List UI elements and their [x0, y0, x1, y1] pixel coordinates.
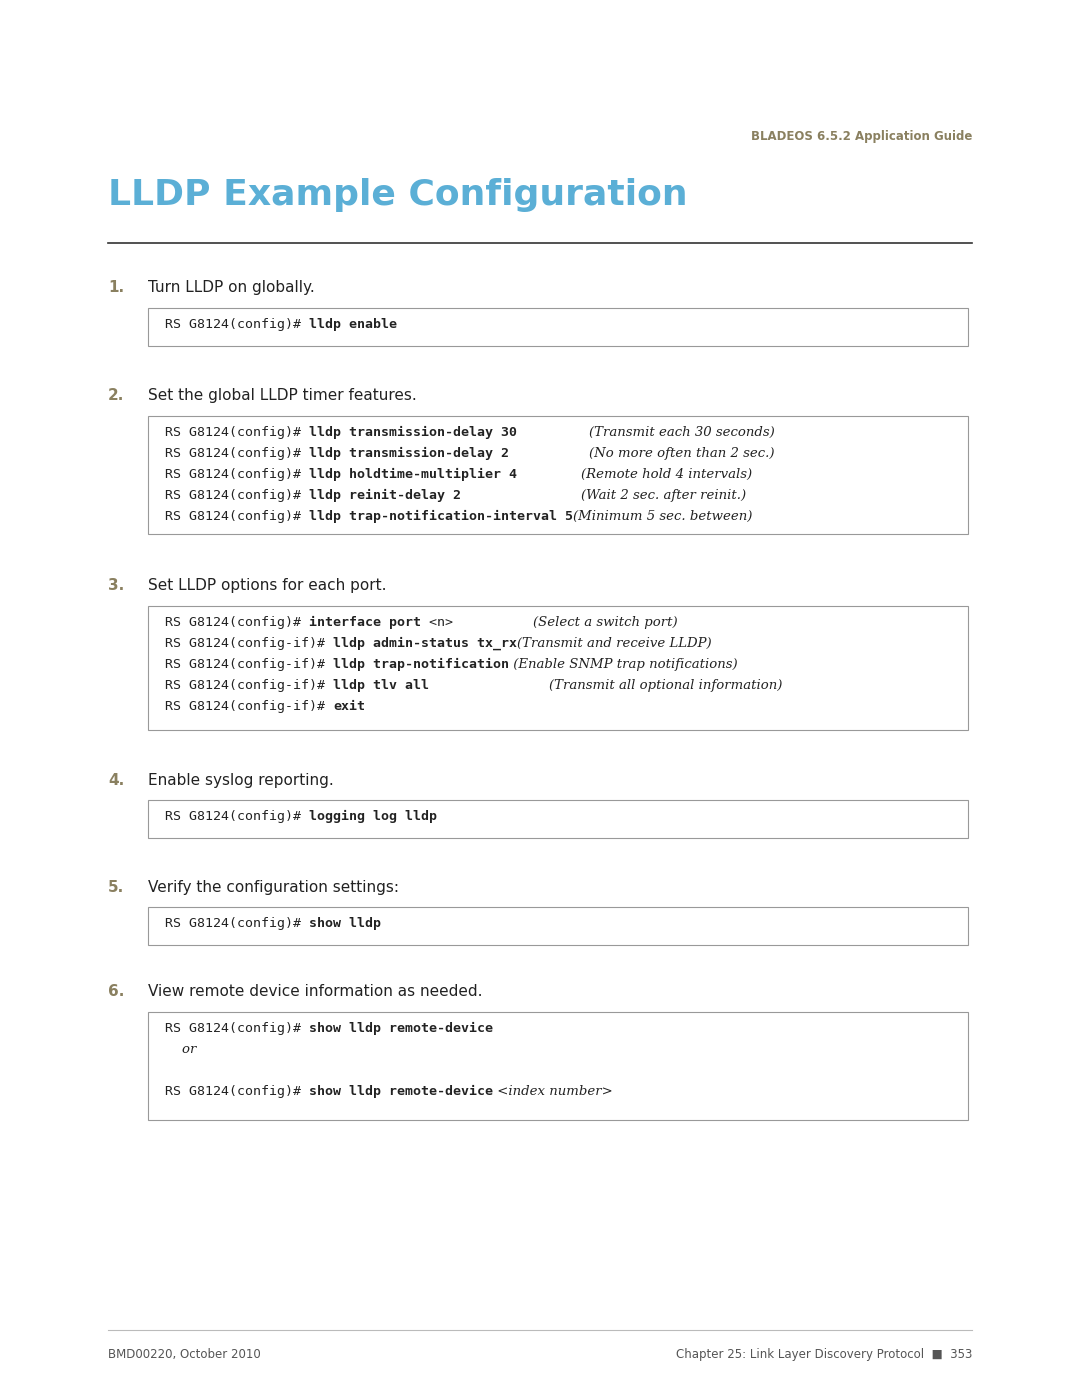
Text: View remote device information as needed.: View remote device information as needed… [148, 983, 483, 999]
Text: (No more often than 2 sec.): (No more often than 2 sec.) [589, 447, 774, 460]
Text: logging log lldp: logging log lldp [309, 810, 437, 823]
Text: lldp transmission-delay 2: lldp transmission-delay 2 [309, 447, 509, 460]
Text: Set LLDP options for each port.: Set LLDP options for each port. [148, 578, 387, 592]
FancyBboxPatch shape [148, 606, 968, 731]
Text: BLADEOS 6.5.2 Application Guide: BLADEOS 6.5.2 Application Guide [751, 130, 972, 142]
Text: Chapter 25: Link Layer Discovery Protocol  ■  353: Chapter 25: Link Layer Discovery Protoco… [676, 1348, 972, 1361]
Text: BMD00220, October 2010: BMD00220, October 2010 [108, 1348, 260, 1361]
Text: RS G8124(config)#: RS G8124(config)# [165, 510, 309, 522]
Text: or: or [165, 1044, 197, 1056]
Text: RS G8124(config-if)#: RS G8124(config-if)# [165, 700, 333, 712]
Text: show lldp remote-device: show lldp remote-device [309, 1085, 492, 1098]
Text: <index number>: <index number> [492, 1085, 612, 1098]
FancyBboxPatch shape [148, 907, 968, 944]
Text: RS G8124(config)#: RS G8124(config)# [165, 1085, 309, 1098]
Text: lldp reinit-delay 2: lldp reinit-delay 2 [309, 489, 461, 502]
Text: 6.: 6. [108, 983, 124, 999]
Text: RS G8124(config)#: RS G8124(config)# [165, 426, 309, 439]
Text: Enable syslog reporting.: Enable syslog reporting. [148, 773, 334, 788]
Text: 5.: 5. [108, 880, 124, 895]
Text: RS G8124(config)#: RS G8124(config)# [165, 810, 309, 823]
Text: RS G8124(config)#: RS G8124(config)# [165, 319, 309, 331]
Text: RS G8124(config)#: RS G8124(config)# [165, 447, 309, 460]
Text: RS G8124(config-if)#: RS G8124(config-if)# [165, 658, 333, 671]
Text: show lldp remote-device: show lldp remote-device [309, 1023, 492, 1035]
Text: (Select a switch port): (Select a switch port) [534, 616, 677, 629]
Text: (Enable SNMP trap notifications): (Enable SNMP trap notifications) [509, 658, 738, 671]
Text: show lldp: show lldp [309, 916, 381, 930]
Text: <n>: <n> [421, 616, 453, 629]
Text: (Transmit and receive LLDP): (Transmit and receive LLDP) [517, 637, 712, 650]
Text: RS G8124(config)#: RS G8124(config)# [165, 489, 309, 502]
Text: lldp transmission-delay 30: lldp transmission-delay 30 [309, 426, 517, 439]
Text: lldp holdtime-multiplier 4: lldp holdtime-multiplier 4 [309, 468, 517, 481]
Text: 2.: 2. [108, 388, 124, 402]
Text: (Transmit all optional information): (Transmit all optional information) [549, 679, 782, 692]
Text: exit: exit [333, 700, 365, 712]
Text: Turn LLDP on globally.: Turn LLDP on globally. [148, 279, 314, 295]
FancyBboxPatch shape [148, 1011, 968, 1120]
Text: lldp trap-notification-interval 5: lldp trap-notification-interval 5 [309, 510, 573, 522]
Text: lldp admin-status tx_rx: lldp admin-status tx_rx [333, 637, 517, 651]
Text: lldp enable: lldp enable [309, 319, 397, 331]
FancyBboxPatch shape [148, 307, 968, 346]
Text: (Remote hold 4 intervals): (Remote hold 4 intervals) [581, 468, 752, 481]
Text: 1.: 1. [108, 279, 124, 295]
FancyBboxPatch shape [148, 416, 968, 534]
Text: RS G8124(config)#: RS G8124(config)# [165, 468, 309, 481]
Text: RS G8124(config)#: RS G8124(config)# [165, 916, 309, 930]
Text: (Wait 2 sec. after reinit.): (Wait 2 sec. after reinit.) [581, 489, 746, 502]
Text: RS G8124(config-if)#: RS G8124(config-if)# [165, 679, 333, 692]
Text: (Transmit each 30 seconds): (Transmit each 30 seconds) [589, 426, 774, 439]
FancyBboxPatch shape [148, 800, 968, 838]
Text: RS G8124(config)#: RS G8124(config)# [165, 616, 309, 629]
Text: 3.: 3. [108, 578, 124, 592]
Text: Set the global LLDP timer features.: Set the global LLDP timer features. [148, 388, 417, 402]
Text: (Minimum 5 sec. between): (Minimum 5 sec. between) [573, 510, 753, 522]
Text: 4.: 4. [108, 773, 124, 788]
Text: RS G8124(config-if)#: RS G8124(config-if)# [165, 637, 333, 650]
Text: lldp trap-notification: lldp trap-notification [333, 658, 509, 671]
Text: Verify the configuration settings:: Verify the configuration settings: [148, 880, 399, 895]
Text: lldp tlv all: lldp tlv all [333, 679, 429, 692]
Text: interface port: interface port [309, 616, 421, 629]
Text: RS G8124(config)#: RS G8124(config)# [165, 1023, 309, 1035]
Text: LLDP Example Configuration: LLDP Example Configuration [108, 177, 688, 212]
